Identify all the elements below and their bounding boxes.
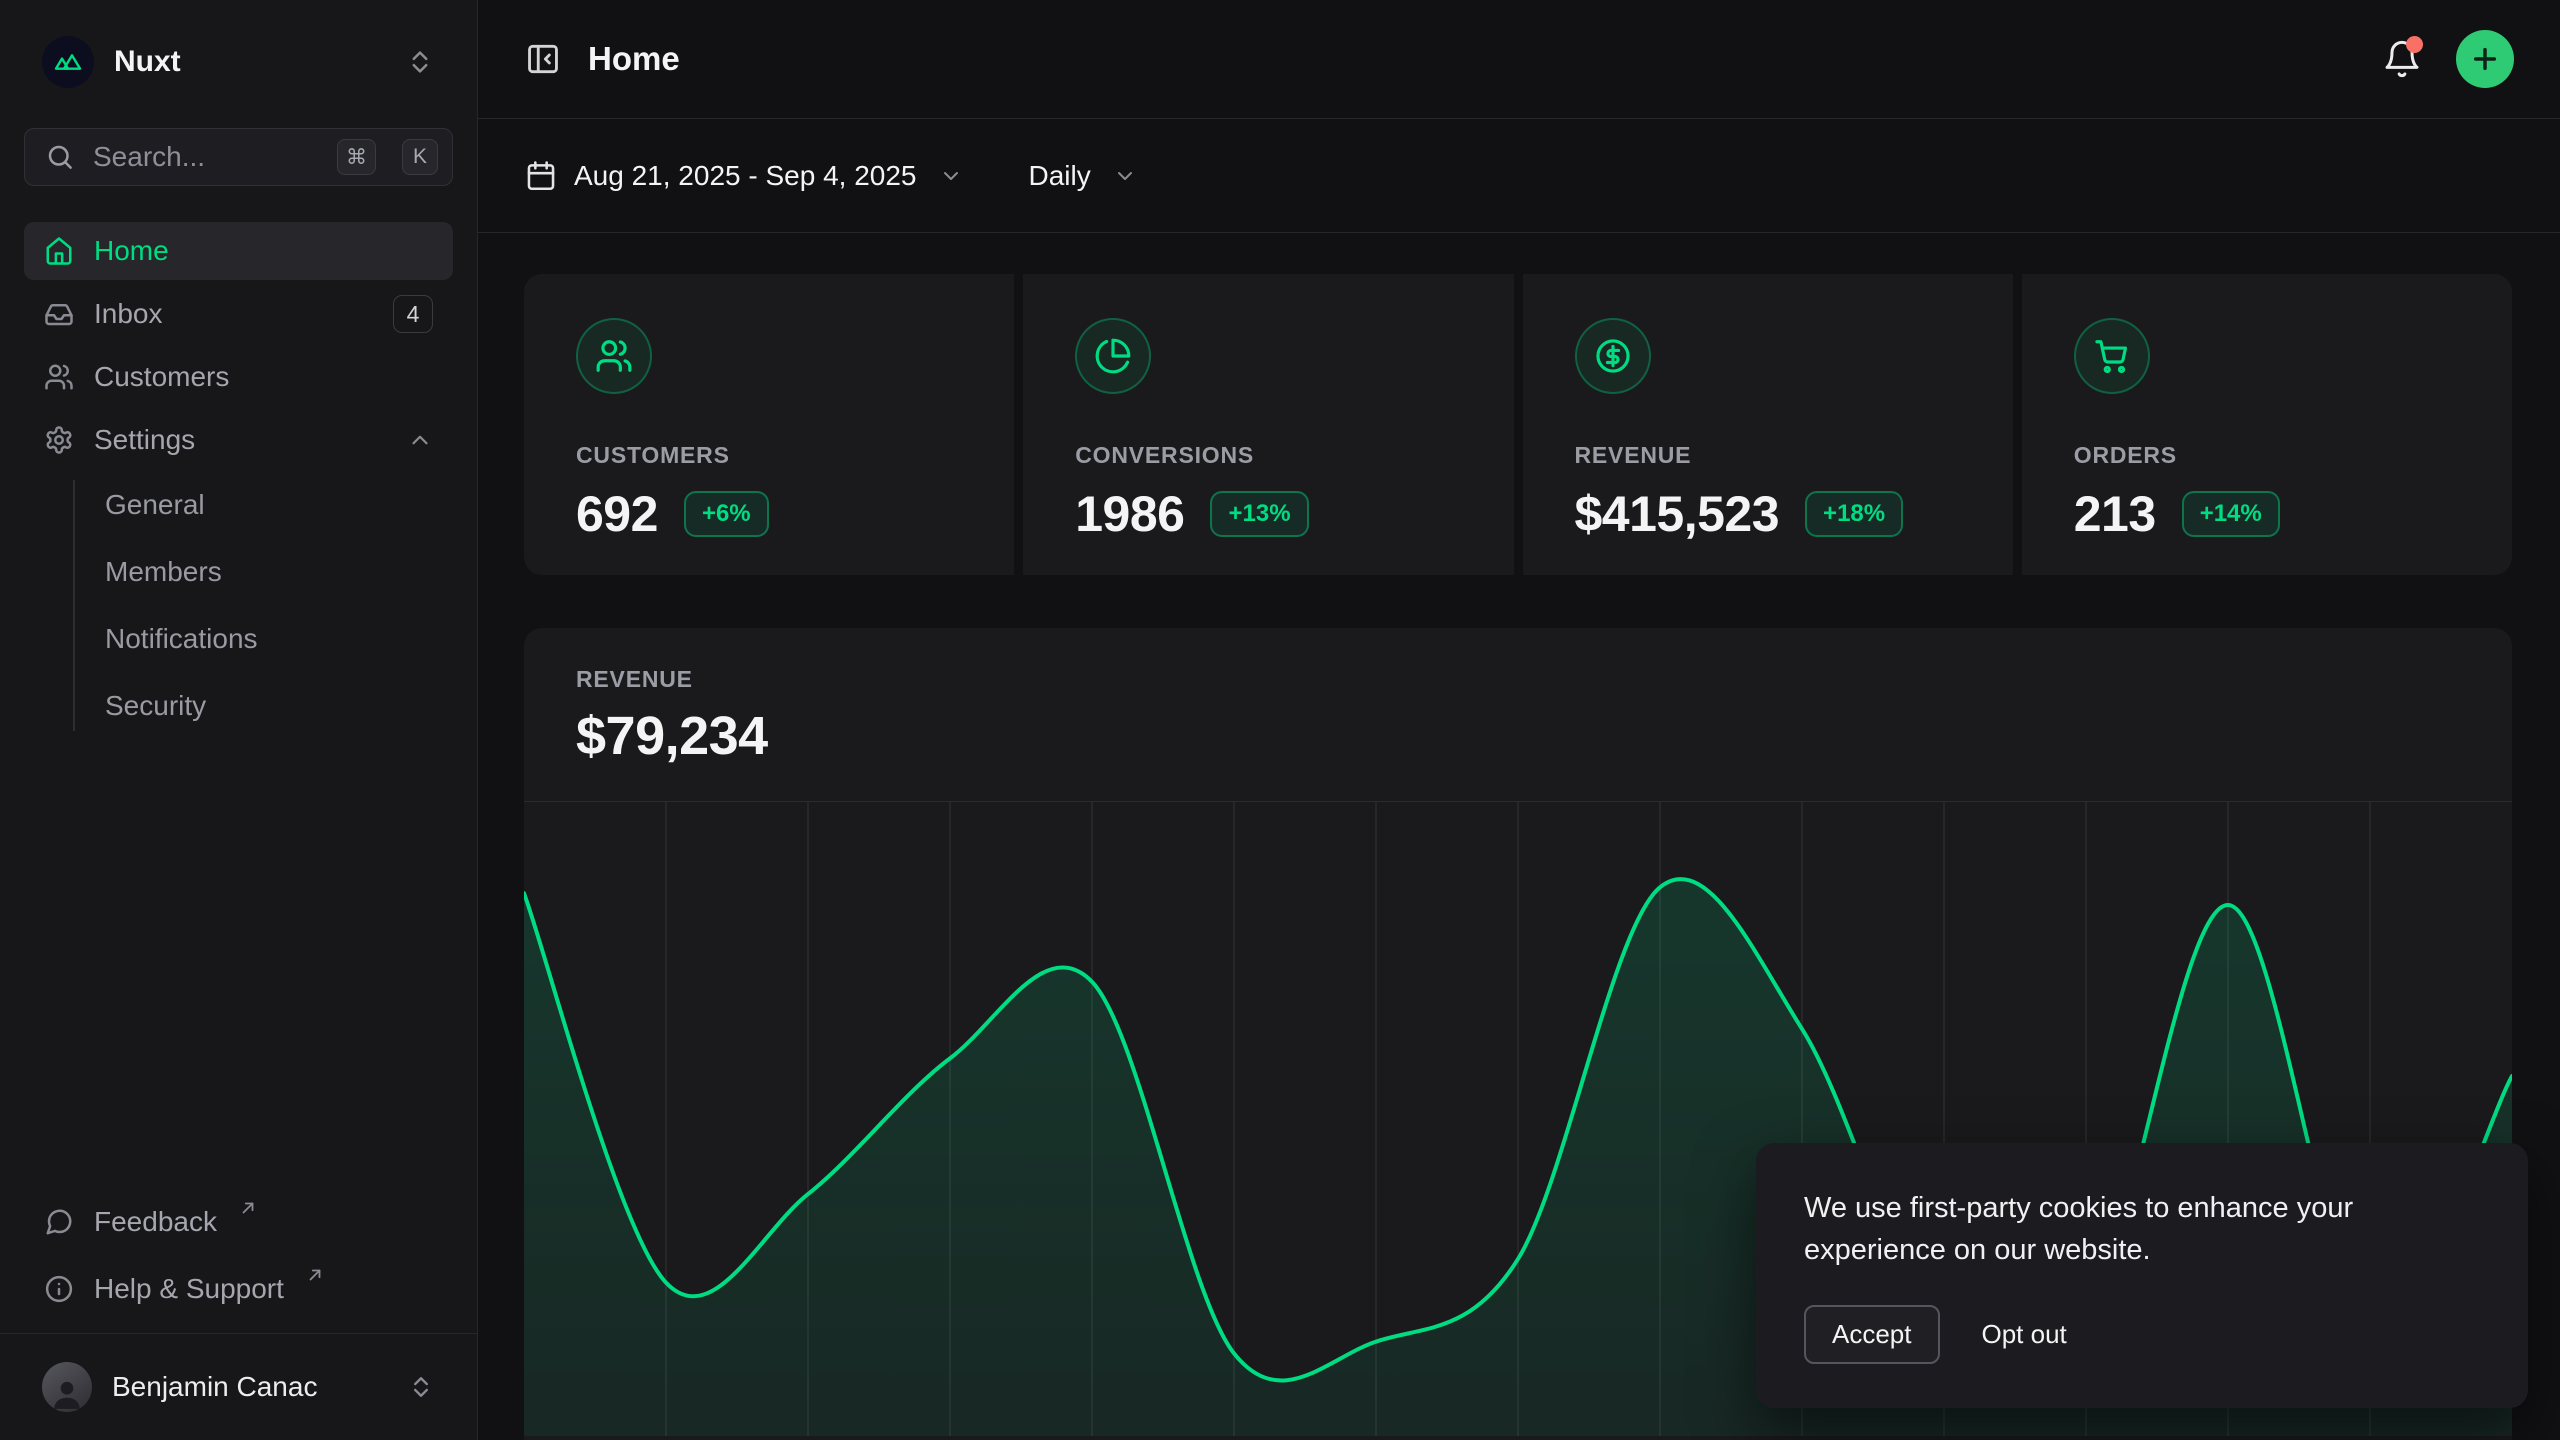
- plus-icon: [2469, 43, 2501, 75]
- stat-delta-badge: +6%: [684, 491, 769, 537]
- external-link-icon: [306, 1266, 324, 1284]
- add-button[interactable]: [2456, 30, 2514, 88]
- chevron-down-icon: [939, 164, 963, 188]
- chevron-down-icon: [1113, 164, 1137, 188]
- sidebar-item-label: Members: [105, 556, 222, 588]
- home-icon: [44, 236, 74, 266]
- page-title: Home: [588, 40, 680, 78]
- sidebar-item-label: Notifications: [105, 623, 258, 655]
- notifications-button[interactable]: [2382, 39, 2422, 79]
- sidebar-item-general[interactable]: General: [105, 474, 453, 536]
- granularity-select[interactable]: Daily: [1029, 160, 1137, 192]
- feedback-label: Feedback: [94, 1206, 217, 1238]
- search-input[interactable]: Search... ⌘ K: [24, 128, 453, 186]
- workspace-name: Nuxt: [114, 45, 181, 79]
- stat-value: 1986: [1075, 485, 1184, 543]
- calendar-icon: [524, 159, 558, 193]
- stat-card-customers[interactable]: CUSTOMERS 692 +6%: [524, 274, 1014, 575]
- stat-delta-badge: +18%: [1805, 491, 1903, 537]
- stat-delta-badge: +14%: [2182, 491, 2280, 537]
- date-range-label: Aug 21, 2025 - Sep 4, 2025: [574, 160, 917, 192]
- stat-label: CUSTOMERS: [576, 442, 962, 469]
- sidebar-item-label: Inbox: [94, 298, 163, 330]
- users-icon: [576, 318, 652, 394]
- stat-value: 692: [576, 485, 658, 543]
- sidebar-item-home[interactable]: Home: [24, 222, 453, 280]
- user-name: Benjamin Canac: [112, 1371, 317, 1403]
- kbd-k: K: [402, 139, 438, 175]
- stat-card-conversions[interactable]: CONVERSIONS 1986 +13%: [1023, 274, 1513, 575]
- sidebar-item-label: Security: [105, 690, 206, 722]
- chevron-up-icon: [407, 427, 433, 453]
- sidebar-item-label: Customers: [94, 361, 229, 393]
- stat-label: CONVERSIONS: [1075, 442, 1461, 469]
- dollar-circle-icon: [1575, 318, 1651, 394]
- feedback-link[interactable]: Feedback: [24, 1191, 453, 1253]
- cookie-banner: We use first-party cookies to enhance yo…: [1756, 1143, 2528, 1408]
- stat-value: 213: [2074, 485, 2156, 543]
- cookie-message: We use first-party cookies to enhance yo…: [1804, 1187, 2444, 1271]
- sidebar: Nuxt Search... ⌘ K Home: [0, 0, 478, 1440]
- pie-chart-icon: [1075, 318, 1151, 394]
- gear-icon: [44, 425, 74, 455]
- sidebar-item-security[interactable]: Security: [105, 675, 453, 737]
- sidebar-item-notifications[interactable]: Notifications: [105, 608, 453, 670]
- help-support-label: Help & Support: [94, 1273, 284, 1305]
- sidebar-footer: Feedback Help & Support: [0, 1191, 477, 1333]
- sidebar-item-settings[interactable]: Settings: [24, 411, 453, 469]
- revenue-panel-value: $79,234: [576, 705, 2460, 767]
- opt-out-button[interactable]: Opt out: [1982, 1319, 2067, 1350]
- chevron-up-down-icon: [407, 1373, 435, 1401]
- search-icon: [45, 142, 75, 172]
- users-icon: [44, 362, 74, 392]
- search-placeholder: Search...: [93, 141, 319, 173]
- stat-label: ORDERS: [2074, 442, 2460, 469]
- accept-button[interactable]: Accept: [1804, 1305, 1940, 1364]
- chevron-up-down-icon: [405, 47, 435, 77]
- inbox-icon: [44, 299, 74, 329]
- sidebar-item-members[interactable]: Members: [105, 541, 453, 603]
- info-circle-icon: [44, 1274, 74, 1304]
- cart-icon: [2074, 318, 2150, 394]
- stat-label: REVENUE: [1575, 442, 1961, 469]
- sidebar-item-label: Settings: [94, 424, 195, 456]
- stat-delta-badge: +13%: [1210, 491, 1308, 537]
- user-menu[interactable]: Benjamin Canac: [24, 1352, 453, 1422]
- help-support-link[interactable]: Help & Support: [24, 1258, 453, 1320]
- sidebar-item-customers[interactable]: Customers: [24, 348, 453, 406]
- stat-card-revenue[interactable]: REVENUE $415,523 +18%: [1523, 274, 2013, 575]
- granularity-label: Daily: [1029, 160, 1091, 192]
- sidebar-collapse-icon[interactable]: [524, 40, 562, 78]
- workspace-switcher[interactable]: Nuxt: [24, 26, 453, 98]
- sidebar-item-label: Home: [94, 235, 169, 267]
- sidebar-item-inbox[interactable]: Inbox 4: [24, 285, 453, 343]
- avatar: [42, 1362, 92, 1412]
- sidebar-item-label: General: [105, 489, 205, 521]
- controls-bar: Aug 21, 2025 - Sep 4, 2025 Daily: [478, 119, 2560, 233]
- sidebar-nav: Home Inbox 4 Customers Settings: [24, 222, 453, 1191]
- nuxt-logo: [42, 36, 94, 88]
- external-link-icon: [239, 1199, 257, 1217]
- settings-subnav: General Members Notifications Security: [24, 474, 453, 737]
- notification-dot: [2406, 36, 2423, 53]
- stats-row: CUSTOMERS 692 +6% CONVERSIONS 1986 +13%: [524, 274, 2512, 575]
- topbar: Home: [478, 0, 2560, 119]
- inbox-count-badge: 4: [393, 295, 433, 333]
- date-range-picker[interactable]: Aug 21, 2025 - Sep 4, 2025: [524, 159, 963, 193]
- sidebar-user-section: Benjamin Canac: [0, 1333, 477, 1440]
- revenue-panel-label: REVENUE: [576, 666, 2460, 693]
- stat-value: $415,523: [1575, 485, 1780, 543]
- kbd-cmd: ⌘: [337, 139, 376, 175]
- stat-card-orders[interactable]: ORDERS 213 +14%: [2022, 274, 2512, 575]
- chat-bubble-icon: [44, 1207, 74, 1237]
